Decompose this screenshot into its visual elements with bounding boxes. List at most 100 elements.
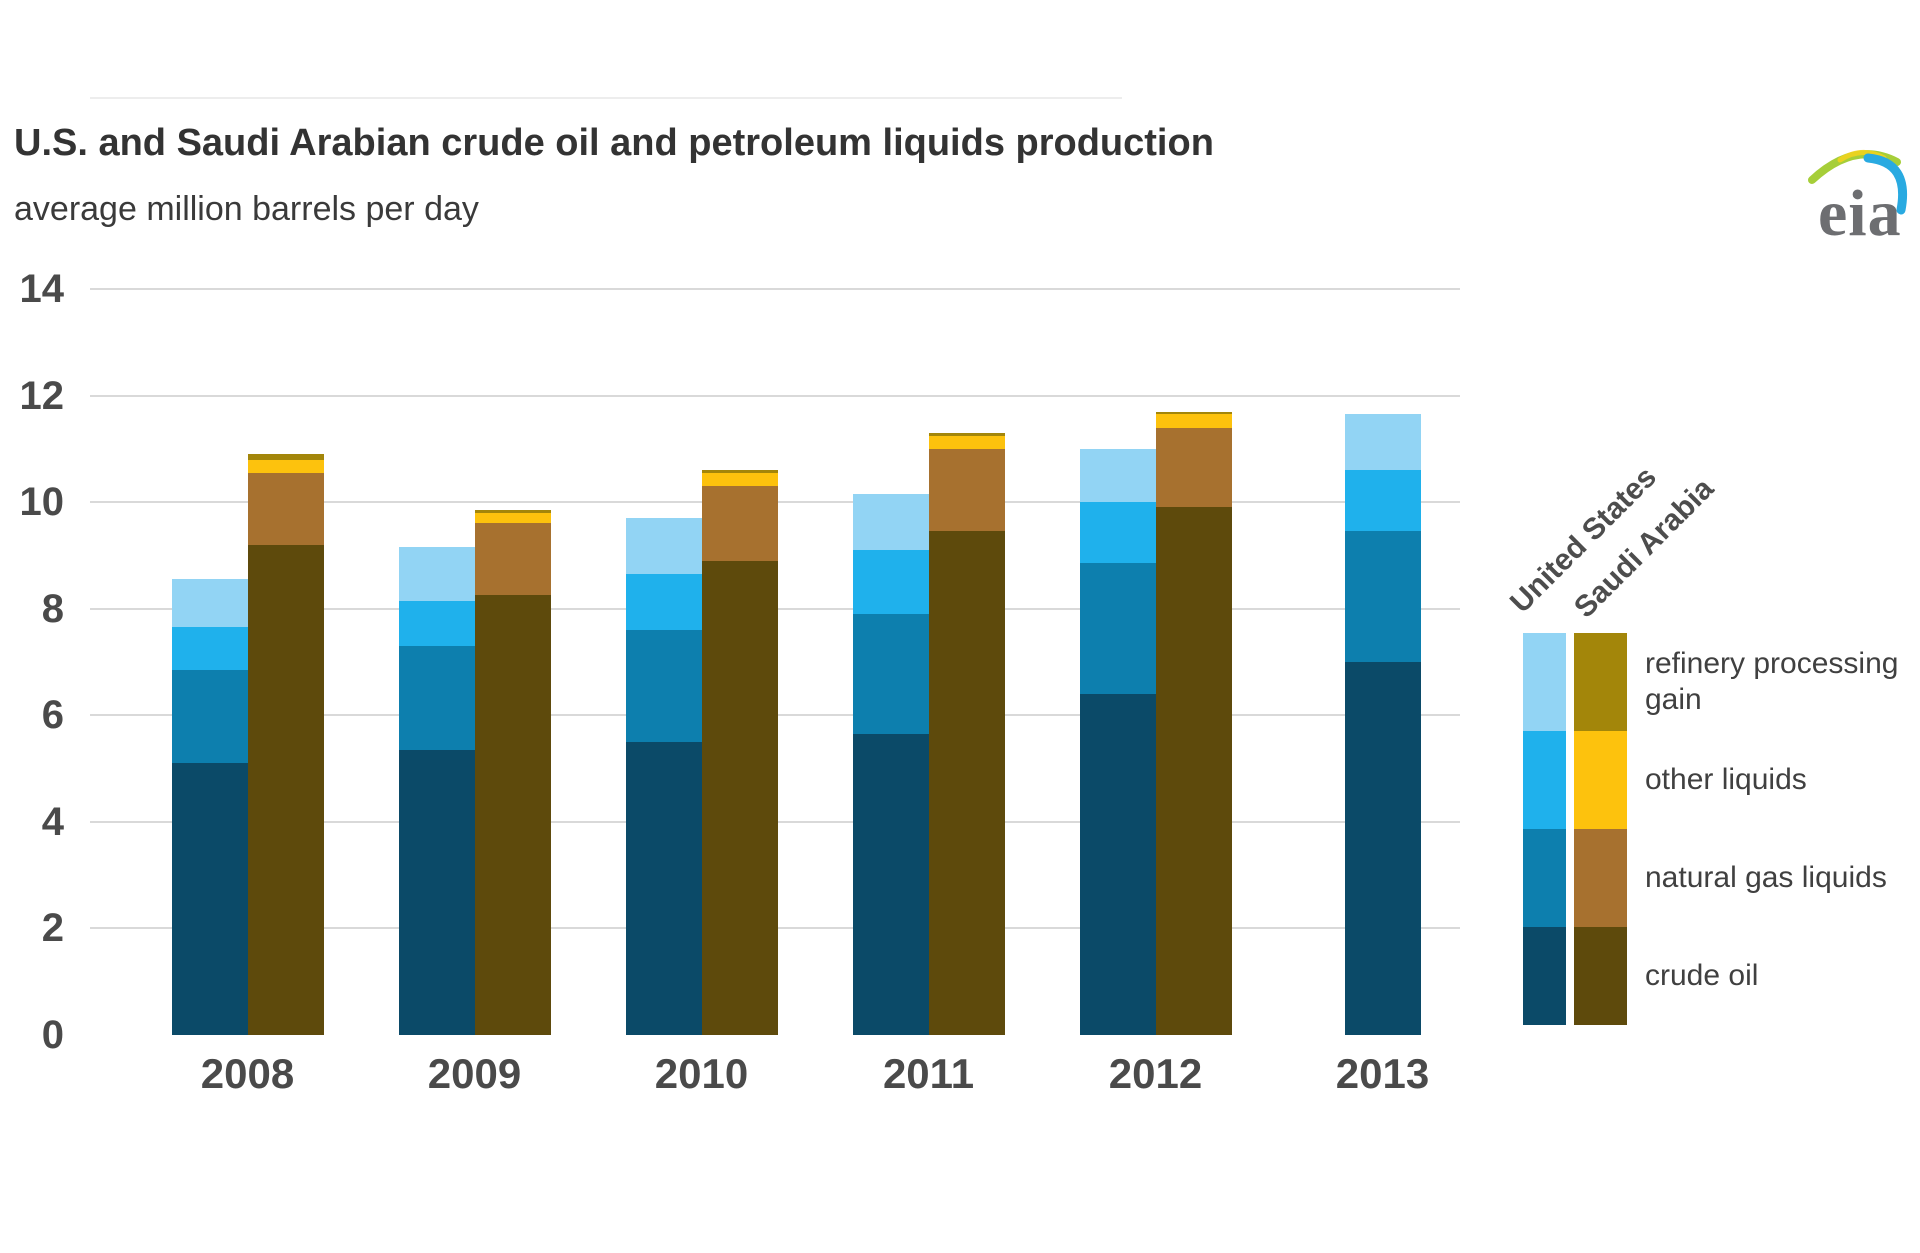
gridline-12: [90, 394, 1460, 397]
bar-segment-refinery-processing-gain: [1079, 448, 1156, 503]
legend-column-saudi-arabia: [1574, 633, 1627, 1025]
bar-segment-refinery-processing-gain: [398, 547, 475, 601]
bar-united-states-2011: [852, 494, 929, 1035]
bar-saudi-arabia-2012: [1155, 411, 1232, 1035]
bar-segment-other-liquids: [247, 459, 324, 473]
bar-segment-natural-gas-liquids: [171, 670, 248, 764]
legend-swatch-refinery-processing-gain: [1574, 633, 1627, 731]
legend-swatch-natural-gas-liquids: [1523, 829, 1566, 927]
bar-segment-other-liquids: [701, 472, 778, 487]
bar-segment-other-liquids: [1155, 414, 1232, 428]
bar-segment-natural-gas-liquids: [1344, 531, 1421, 662]
y-axis-tick-6: 6: [41, 693, 64, 738]
bar-segment-natural-gas-liquids: [625, 630, 702, 742]
bar-group-2008: [134, 289, 361, 1035]
top-border-line: [90, 97, 1122, 99]
bar-segment-refinery-processing-gain: [1344, 414, 1421, 471]
bar-segment-refinery-processing-gain: [928, 432, 1005, 436]
bar-segment-crude-oil: [398, 749, 475, 1035]
bar-segment-refinery-processing-gain: [852, 494, 929, 551]
bar-segment-refinery-processing-gain: [474, 510, 551, 513]
legend-swatch-refinery-processing-gain: [1523, 633, 1566, 731]
bar-segment-crude-oil: [852, 733, 929, 1035]
bar-segment-crude-oil: [1155, 507, 1232, 1035]
x-axis-label-2011: 2011: [882, 1050, 975, 1097]
eia-logo-text: eia: [1818, 177, 1902, 250]
bar-united-states-2013: [1344, 414, 1421, 1035]
bar-united-states-2009: [398, 547, 475, 1035]
x-axis-label-2012: 2012: [1108, 1050, 1203, 1097]
bar-segment-natural-gas-liquids: [1155, 427, 1232, 508]
x-axis: 2008 2009 2010 2011 2012 2013: [134, 1050, 1496, 1098]
bar-segment-natural-gas-liquids: [247, 472, 324, 545]
legend-column-united-states: [1523, 633, 1566, 1025]
y-axis-tick-14: 14: [19, 267, 65, 311]
bar-group-2010: [588, 289, 815, 1035]
bar-segment-other-liquids: [474, 512, 551, 524]
bar-segment-other-liquids: [1344, 470, 1421, 532]
legend-label-refinery-processing-gain: refinery processing gain: [1645, 647, 1899, 716]
bar-united-states-2012: [1079, 448, 1156, 1035]
bar-segment-natural-gas-liquids: [701, 486, 778, 561]
bar-group-2011: [815, 289, 1042, 1035]
eia-logo-swoosh: [1808, 150, 1908, 215]
legend-label-crude-oil: crude oil: [1645, 959, 1759, 992]
bar-segment-natural-gas-liquids: [1079, 563, 1156, 694]
y-axis: 0 2 4 6 8 10 12 14: [2, 269, 65, 1055]
legend-swatch-other-liquids: [1523, 731, 1566, 829]
bar-united-states-2008: [171, 579, 248, 1035]
bar-saudi-arabia-2010: [701, 470, 778, 1035]
bar-segment-natural-gas-liquids: [852, 614, 929, 734]
bar-segment-other-liquids: [1079, 502, 1156, 564]
x-axis-label-2009: 2009: [427, 1050, 522, 1097]
chart-title: U.S. and Saudi Arabian crude oil and pet…: [14, 122, 1214, 164]
legend-label-other-liquids: other liquids: [1645, 763, 1807, 796]
bar-saudi-arabia-2009: [474, 510, 551, 1035]
legend-swatch-crude-oil: [1523, 927, 1566, 1025]
bar-group-2013: [1269, 289, 1496, 1035]
legend-swatch-other-liquids: [1574, 731, 1627, 829]
bar-united-states-2010: [625, 518, 702, 1035]
bar-segment-crude-oil: [701, 560, 778, 1035]
x-axis-label-2008: 2008: [200, 1050, 295, 1097]
bar-segment-crude-oil: [247, 544, 324, 1035]
bar-segment-crude-oil: [171, 763, 248, 1035]
bar-segment-refinery-processing-gain: [701, 470, 778, 473]
bar-segment-refinery-processing-gain: [171, 579, 248, 628]
bar-group-2012: [1042, 289, 1269, 1035]
bar-segment-natural-gas-liquids: [928, 448, 1005, 532]
bar-group-2009: [361, 289, 588, 1035]
bar-segment-crude-oil: [1344, 662, 1421, 1035]
y-axis-tick-10: 10: [19, 480, 65, 525]
y-axis-tick-12: 12: [19, 373, 65, 418]
legend-swatch-crude-oil: [1574, 927, 1627, 1025]
bar-segment-crude-oil: [1079, 693, 1156, 1035]
bar-groups: [134, 289, 1496, 1035]
bar-segment-other-liquids: [171, 627, 248, 670]
bar-segment-refinery-processing-gain: [625, 518, 702, 575]
y-axis-tick-0: 0: [41, 1013, 64, 1057]
gridline-14: [90, 288, 1460, 290]
chart-subtitle: average million barrels per day: [14, 190, 479, 228]
legend-label-natural-gas-liquids: natural gas liquids: [1645, 861, 1887, 894]
bar-segment-natural-gas-liquids: [398, 646, 475, 750]
y-axis-tick-4: 4: [41, 799, 64, 844]
bar-segment-crude-oil: [928, 531, 1005, 1035]
x-axis-label-2010: 2010: [654, 1050, 749, 1097]
y-axis-tick-2: 2: [41, 906, 64, 951]
bar-segment-other-liquids: [928, 435, 1005, 449]
bar-saudi-arabia-2011: [928, 432, 1005, 1035]
bar-segment-other-liquids: [852, 550, 929, 615]
bar-segment-other-liquids: [398, 600, 475, 647]
bar-segment-refinery-processing-gain: [247, 454, 324, 460]
bar-segment-natural-gas-liquids: [474, 523, 551, 596]
bar-segment-crude-oil: [474, 595, 551, 1035]
legend-swatch-natural-gas-liquids: [1574, 829, 1627, 927]
bar-segment-crude-oil: [625, 741, 702, 1035]
bar-saudi-arabia-2008: [247, 454, 324, 1035]
bar-segment-refinery-processing-gain: [1155, 411, 1232, 415]
eia-logo: eia: [1800, 128, 1920, 253]
y-axis-tick-8: 8: [41, 586, 64, 631]
x-axis-label-2013: 2013: [1335, 1050, 1430, 1097]
